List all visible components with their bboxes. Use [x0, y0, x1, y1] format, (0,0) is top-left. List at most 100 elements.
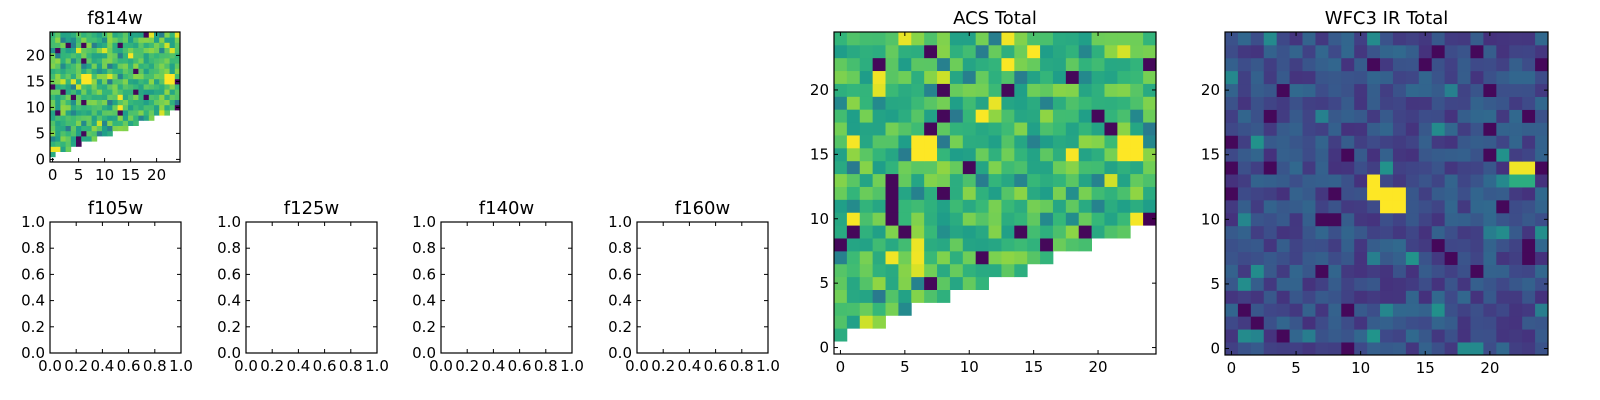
heatmap-cell — [1509, 212, 1523, 227]
heatmap-cell — [164, 110, 170, 116]
heatmap-cell — [1276, 251, 1290, 265]
heatmap-cell — [112, 94, 118, 100]
heatmap-cell — [70, 58, 77, 64]
heatmap-cell — [872, 289, 886, 303]
heatmap-cell — [1380, 161, 1394, 175]
heatmap-cell — [133, 104, 139, 111]
heatmap-cell — [988, 173, 1002, 187]
heatmap-cell — [988, 109, 1002, 123]
heatmap-cell — [1027, 225, 1041, 239]
heatmap-cell — [1065, 44, 1080, 59]
heatmap-cell — [1418, 187, 1433, 201]
heatmap-cell — [60, 110, 66, 116]
heatmap-cell — [1535, 122, 1549, 136]
heatmap-cell — [65, 52, 72, 59]
heatmap-cell — [1354, 199, 1368, 214]
heatmap-cell — [154, 52, 160, 59]
heatmap-cell — [846, 147, 861, 162]
heatmap-cell — [1237, 303, 1252, 317]
heatmap-cell — [1315, 199, 1329, 214]
heatmap-cell — [112, 68, 118, 74]
heatmap-cell — [1091, 186, 1105, 200]
axes-frame — [245, 221, 378, 354]
heatmap-cell — [143, 89, 150, 95]
heatmap-cell — [1522, 238, 1536, 253]
heatmap-cell — [60, 125, 66, 132]
heatmap-cell — [1289, 342, 1303, 356]
heatmap-cell — [1341, 57, 1355, 72]
axes-frame — [49, 31, 181, 163]
heatmap-cell — [1367, 57, 1381, 72]
heatmap-cell — [1040, 122, 1054, 136]
heatmap-cell — [1040, 96, 1054, 110]
heatmap-cell — [1001, 199, 1015, 213]
heatmap-cell — [1289, 32, 1303, 46]
heatmap-cell — [834, 160, 848, 175]
heatmap-cell — [86, 73, 92, 80]
heatmap-cell — [885, 289, 899, 303]
heatmap-cell — [834, 225, 848, 239]
heatmap-cell — [1418, 212, 1433, 227]
heatmap-cell — [169, 104, 176, 111]
heatmap-cell — [1341, 251, 1355, 265]
heatmap-cell — [65, 73, 72, 80]
heatmap-cell — [872, 57, 886, 72]
heatmap-cell — [1225, 329, 1239, 343]
heatmap-cell — [1289, 135, 1303, 149]
heatmap-cell — [159, 78, 165, 85]
heatmap-cell — [1405, 199, 1420, 214]
heatmap-cell — [1065, 160, 1080, 175]
heatmap-cell — [122, 99, 129, 106]
heatmap-cell — [1418, 122, 1433, 136]
heatmap-cell — [55, 52, 61, 59]
heatmap-cell — [1444, 290, 1458, 304]
heatmap-cell — [1250, 122, 1265, 136]
heatmap-cell — [1328, 290, 1342, 304]
heatmap-cell — [1276, 342, 1290, 356]
heatmap-cell — [949, 109, 964, 123]
heatmap-cell — [911, 83, 925, 97]
heatmap-cell — [846, 57, 861, 72]
heatmap-cell — [898, 160, 912, 175]
heatmap-cell — [1250, 187, 1265, 201]
heatmap-cell — [1130, 173, 1144, 187]
heatmap-cell — [1522, 57, 1536, 72]
heatmap-cell — [143, 32, 150, 38]
heatmap-cell — [834, 57, 848, 72]
heatmap-cell — [138, 94, 144, 100]
y-tick-label: 0.0 — [412, 344, 436, 362]
heatmap-cell — [1535, 70, 1549, 85]
heatmap-cell — [834, 70, 848, 84]
heatmap-cell — [174, 42, 181, 48]
heatmap-cell — [1052, 199, 1067, 213]
heatmap-cell — [1522, 342, 1536, 356]
heatmap-cell — [872, 199, 886, 213]
heatmap-cell — [898, 96, 912, 110]
heatmap-cell — [1143, 199, 1157, 213]
heatmap-cell — [169, 89, 176, 95]
heatmap-cell — [1117, 186, 1131, 200]
heatmap-cell — [1418, 238, 1433, 253]
heatmap-cell — [1457, 251, 1471, 265]
heatmap-cell — [1315, 225, 1329, 240]
heatmap-cell — [1027, 250, 1041, 265]
heatmap-cell — [1250, 303, 1265, 317]
heatmap-cell — [1354, 251, 1368, 265]
heatmap-cell — [1431, 199, 1446, 214]
heatmap-cell — [60, 68, 66, 74]
heatmap-cell — [1431, 251, 1446, 265]
heatmap-cell — [885, 44, 899, 59]
heatmap-cell — [1143, 186, 1157, 200]
heatmap-cell — [55, 78, 61, 85]
heatmap-cell — [1457, 342, 1471, 356]
heatmap-cell — [122, 73, 129, 80]
heatmap-cell — [1509, 70, 1523, 85]
heatmap-cell — [1444, 212, 1458, 227]
heatmap-cell — [117, 78, 124, 85]
heatmap-cell — [1509, 342, 1523, 356]
heatmap-cell — [937, 44, 951, 59]
heatmap-cell — [1014, 57, 1028, 72]
heatmap-cell — [1289, 70, 1303, 85]
heatmap-cell — [962, 250, 977, 265]
